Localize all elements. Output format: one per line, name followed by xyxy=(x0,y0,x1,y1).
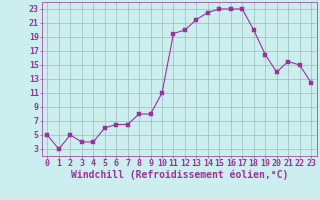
X-axis label: Windchill (Refroidissement éolien,°C): Windchill (Refroidissement éolien,°C) xyxy=(70,169,288,180)
